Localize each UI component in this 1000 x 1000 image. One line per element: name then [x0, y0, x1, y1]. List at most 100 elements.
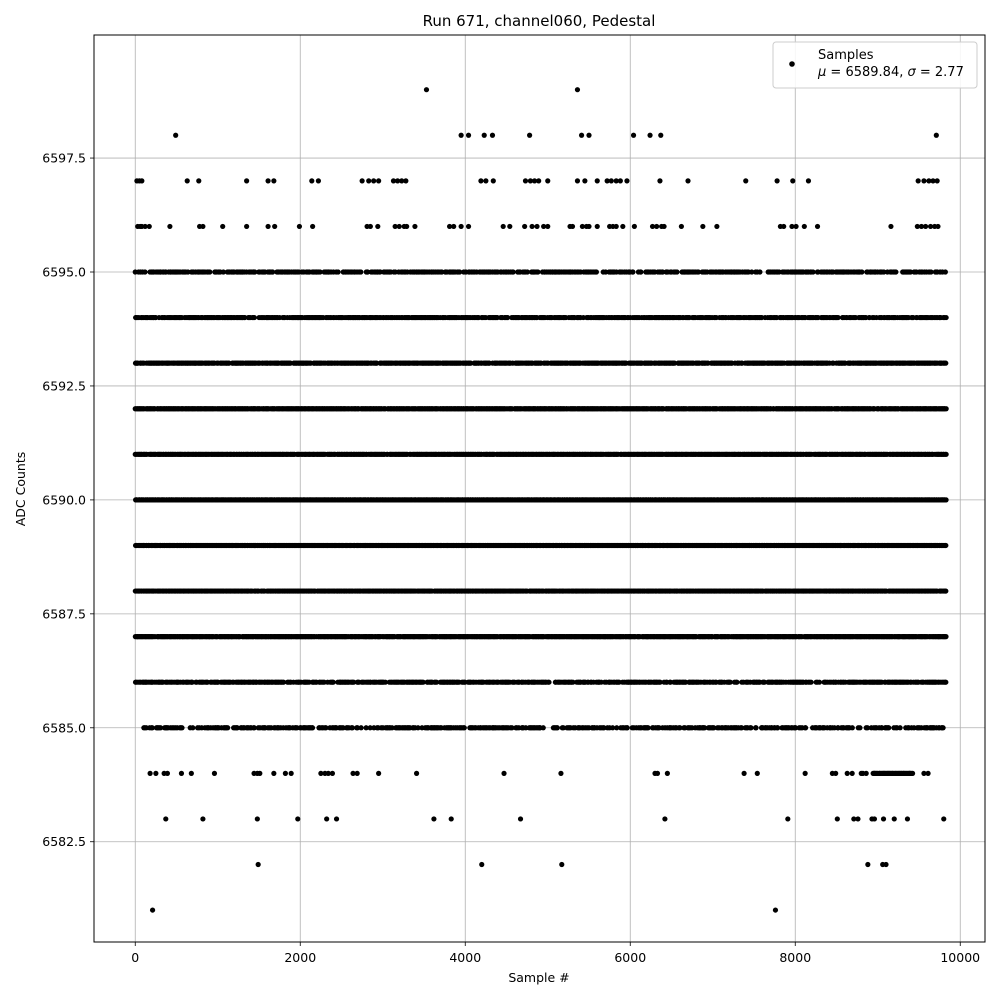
data-point: [178, 770, 185, 776]
data-point: [288, 770, 294, 776]
data-point: [415, 725, 421, 731]
data-point: [943, 497, 949, 503]
data-point: [560, 725, 566, 731]
data-point: [153, 770, 159, 776]
data-point: [909, 770, 916, 776]
data-point: [413, 770, 420, 776]
data-point: [748, 725, 754, 731]
data-point: [940, 725, 946, 731]
data-point: [754, 770, 760, 776]
data-point: [792, 725, 799, 731]
data-point: [657, 679, 663, 685]
data-point: [558, 770, 564, 776]
data-point: [382, 679, 389, 685]
data-point: [614, 725, 620, 731]
data-point: [886, 725, 892, 731]
data-point: [255, 861, 261, 868]
data-point: [280, 679, 287, 685]
data-point: [645, 725, 651, 731]
data-point: [904, 816, 911, 822]
data-point: [363, 725, 369, 731]
data-point: [295, 816, 301, 822]
data-point: [711, 725, 717, 731]
data-point: [433, 679, 440, 685]
data-point: [376, 770, 382, 776]
data-point: [149, 725, 155, 731]
data-point: [808, 679, 814, 685]
data-point: [251, 725, 257, 731]
data-point: [702, 725, 708, 731]
data-point: [775, 725, 781, 731]
data-point: [844, 770, 850, 776]
data-point: [834, 816, 840, 822]
data-point: [324, 816, 330, 822]
data-point: [851, 816, 857, 822]
data-point: [849, 770, 855, 776]
data-point: [727, 679, 733, 685]
data-point: [164, 770, 171, 776]
data-point: [943, 542, 949, 549]
data-point: [325, 770, 331, 776]
data-point: [257, 770, 263, 776]
data-point: [871, 816, 878, 822]
data-point: [333, 816, 340, 822]
data-point: [610, 725, 616, 731]
data-point: [309, 725, 316, 731]
data-point: [158, 725, 164, 731]
data-point: [318, 770, 324, 776]
data-point: [271, 770, 277, 776]
data-point: [517, 816, 524, 822]
data-point: [921, 770, 927, 776]
data-point: [802, 770, 808, 776]
data-point: [570, 679, 576, 685]
data-point: [857, 725, 863, 731]
data-point: [354, 770, 360, 776]
data-point: [431, 816, 437, 822]
data-point: [354, 725, 361, 731]
data-point: [816, 679, 823, 685]
data-point: [624, 725, 630, 731]
data-point: [849, 725, 855, 731]
data-point: [865, 861, 871, 868]
data-point: [350, 770, 356, 776]
data-point: [420, 679, 426, 685]
data-point: [943, 588, 949, 594]
data-point: [855, 816, 861, 822]
data-point: [753, 725, 759, 731]
data-point: [461, 725, 467, 731]
data-point: [883, 861, 889, 868]
data-point: [897, 725, 903, 731]
data-point: [785, 816, 791, 822]
data-point: [941, 816, 947, 822]
data-point: [323, 725, 329, 731]
data-point: [891, 816, 897, 822]
data-point: [772, 907, 779, 913]
data-point: [880, 816, 887, 822]
data-point: [282, 770, 288, 776]
data-point: [554, 725, 560, 731]
data-point: [163, 816, 169, 822]
data-point: [654, 770, 661, 776]
data-point: [546, 679, 552, 685]
data-point: [179, 725, 185, 731]
data-point: [559, 861, 565, 868]
data-points: [132, 87, 949, 913]
data-point: [225, 725, 231, 731]
data-point: [803, 725, 809, 731]
data-point: [925, 770, 931, 776]
data-point: [540, 725, 546, 731]
data-point: [149, 907, 156, 913]
data-point: [943, 679, 949, 685]
data-point: [664, 770, 670, 776]
data-point: [351, 679, 357, 685]
data-point: [943, 634, 949, 640]
data-point: [330, 679, 336, 685]
data-point: [329, 770, 336, 776]
data-point: [349, 725, 355, 731]
data-point: [509, 725, 515, 731]
data-point: [864, 725, 871, 731]
data-point: [448, 816, 454, 822]
data-point: [863, 770, 869, 776]
data-point: [358, 725, 364, 731]
